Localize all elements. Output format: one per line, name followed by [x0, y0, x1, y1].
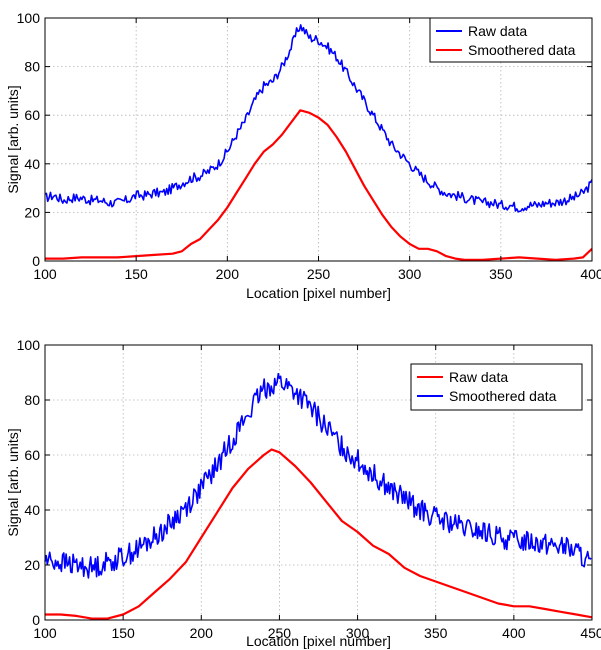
series-line-2 [44, 372, 592, 579]
legend-label: Smoothered data [449, 388, 557, 404]
x-tick-label: 400 [580, 266, 601, 282]
y-tick-label: 60 [24, 107, 40, 123]
x-tick-label: 350 [424, 625, 448, 641]
y-axis-label: Signal [arb. units] [5, 85, 21, 193]
axes-box [44, 344, 593, 621]
x-tick-label: 200 [216, 266, 240, 282]
x-tick-label: 200 [190, 625, 214, 641]
legend: Raw data Smoothered data [410, 363, 583, 411]
y-tick-label: 80 [24, 392, 40, 408]
chart-panel-2: 100 150 200 250 300 350 400 450 0 20 40 60 80 100 Loca… [5, 337, 601, 649]
x-axis-label: Location [pixel number] [246, 285, 391, 301]
legend-label: Smoothered data [468, 42, 576, 58]
legend-label: Raw data [449, 369, 508, 385]
y-tick-label: 100 [17, 10, 41, 26]
y-axis-label: Signal [arb. units] [5, 428, 21, 536]
x-tick-label: 350 [489, 266, 513, 282]
x-tick-label: 100 [33, 266, 57, 282]
legend-box [429, 17, 593, 63]
x-tick-label: 300 [398, 266, 422, 282]
x-tick-label: 400 [502, 625, 526, 641]
x-tick-label: 250 [268, 625, 292, 641]
y-tick-label: 80 [24, 59, 40, 75]
x-tick-label: 150 [111, 625, 135, 641]
x-axis-label: Location [pixel number] [246, 633, 391, 649]
legend-label: Raw data [468, 23, 527, 39]
y-tick-label: 0 [32, 253, 40, 269]
y-tick-label: 20 [24, 557, 40, 573]
y-tick-label: 40 [24, 502, 40, 518]
chart-panel-1: 100 150 200 250 300 350 400 0 20 40 60 80 100 Locatio… [5, 10, 601, 301]
x-tick-label: 250 [307, 266, 331, 282]
x-tick-label: 100 [33, 625, 57, 641]
y-tick-label: 100 [17, 337, 41, 353]
y-tick-label: 0 [32, 612, 40, 628]
series-line-1 [44, 24, 593, 213]
series-line-1 [45, 448, 593, 620]
x-tick-label: 300 [346, 625, 370, 641]
x-tick-label: 150 [124, 266, 148, 282]
legend-box [410, 363, 583, 411]
legend: Raw data Smoothered data [429, 17, 593, 63]
x-tick-label: 450 [580, 625, 601, 641]
y-tick-label: 60 [24, 447, 40, 463]
series-line-2 [45, 109, 593, 261]
y-tick-label: 40 [24, 156, 40, 172]
y-tick-label: 20 [24, 204, 40, 220]
